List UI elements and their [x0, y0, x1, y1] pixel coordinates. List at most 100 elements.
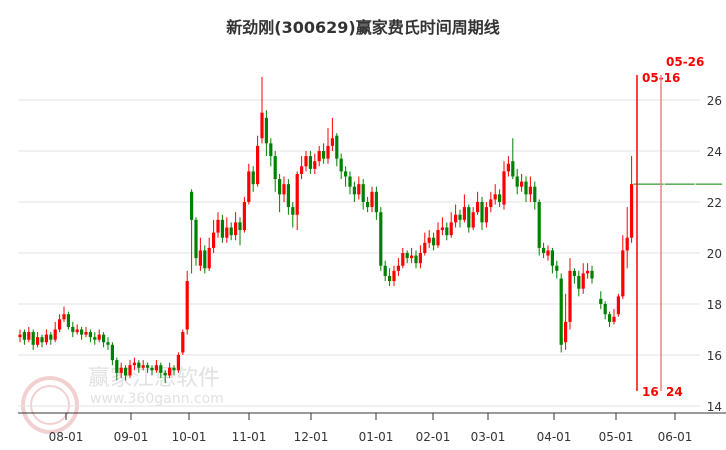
candle: [247, 163, 251, 205]
x-tick-label: 03-01: [471, 430, 506, 444]
candle: [159, 362, 163, 378]
candle-body: [190, 191, 194, 220]
candle-body: [366, 202, 370, 208]
candle-body: [625, 237, 629, 251]
candle: [234, 212, 238, 241]
candle-body: [93, 337, 97, 340]
candle: [502, 161, 506, 210]
candle: [256, 135, 260, 187]
candle-body: [432, 237, 436, 246]
candle: [97, 329, 101, 343]
candle-body: [220, 219, 224, 238]
candle: [405, 250, 409, 264]
candle: [449, 212, 453, 238]
candle: [163, 370, 167, 384]
candle-body: [71, 326, 75, 333]
candle-body: [396, 265, 400, 271]
candle: [586, 263, 590, 279]
candle: [185, 270, 189, 335]
candle-body: [533, 186, 537, 202]
x-tick-label: 10-01: [172, 430, 207, 444]
candle-body: [357, 184, 361, 195]
candle-body: [80, 329, 84, 335]
candle: [110, 342, 114, 366]
candle-body: [106, 342, 110, 345]
x-tick-label: 08-01: [49, 430, 84, 444]
candle-body: [361, 184, 365, 202]
candle-body: [154, 365, 158, 371]
candle-body: [75, 329, 79, 333]
candle: [238, 217, 242, 246]
candle: [564, 293, 568, 350]
candle: [484, 202, 488, 228]
x-tick-label: 01-01: [359, 430, 394, 444]
candle: [414, 250, 418, 269]
watermark-logo-icon: [21, 376, 79, 434]
chart-title: 新劲刚(300629)赢家费氏时间周期线: [226, 18, 500, 37]
candle-body: [388, 275, 392, 282]
candle: [44, 329, 48, 345]
candle-body: [577, 275, 581, 289]
candle-body: [207, 247, 211, 269]
candle: [273, 151, 277, 192]
candle: [528, 176, 532, 202]
candle: [62, 306, 66, 322]
y-tick-label: 22: [707, 196, 722, 210]
candle-body: [480, 202, 484, 223]
candle: [410, 247, 414, 264]
candle-body: [515, 176, 519, 187]
candle: [181, 329, 185, 355]
candle-body: [370, 191, 374, 208]
candle: [194, 217, 198, 266]
candle: [269, 138, 273, 167]
candle: [137, 360, 141, 373]
candle: [150, 365, 154, 376]
candle-body: [405, 253, 409, 259]
candle-body: [335, 135, 339, 159]
candle-body: [150, 367, 154, 371]
candle: [537, 199, 541, 256]
candle: [366, 196, 370, 213]
candle-body: [282, 184, 286, 195]
cycle-date-label: 05-26: [666, 55, 704, 69]
candle: [467, 204, 471, 233]
candle: [603, 301, 607, 320]
candle-body: [269, 143, 273, 157]
candle-body: [489, 199, 493, 208]
candle: [212, 219, 216, 253]
candle: [88, 329, 92, 343]
candle: [630, 156, 634, 243]
candle: [383, 260, 387, 282]
candle-body: [229, 227, 233, 236]
candle-body: [449, 222, 453, 236]
candle: [22, 329, 26, 345]
candle-body: [418, 253, 422, 264]
candle: [31, 329, 35, 350]
candle-body: [524, 181, 528, 195]
candle-body: [498, 194, 502, 202]
candle-body: [427, 237, 431, 243]
candle-body: [423, 242, 427, 253]
candle-body: [414, 255, 418, 264]
candle: [515, 168, 519, 195]
candle: [339, 153, 343, 180]
candle-body: [546, 250, 550, 256]
candle-body: [49, 334, 53, 340]
candle: [401, 247, 405, 269]
candle: [493, 184, 497, 205]
candle: [344, 166, 348, 187]
candle: [106, 337, 110, 350]
candle: [304, 151, 308, 172]
candle-body: [58, 319, 62, 330]
candle: [454, 204, 458, 228]
candle-body: [550, 250, 554, 266]
candle: [357, 176, 361, 200]
candle: [423, 232, 427, 256]
candle: [102, 332, 106, 348]
candle: [119, 362, 123, 378]
candle-body: [581, 273, 585, 289]
candle: [260, 77, 264, 144]
candle: [471, 207, 475, 231]
